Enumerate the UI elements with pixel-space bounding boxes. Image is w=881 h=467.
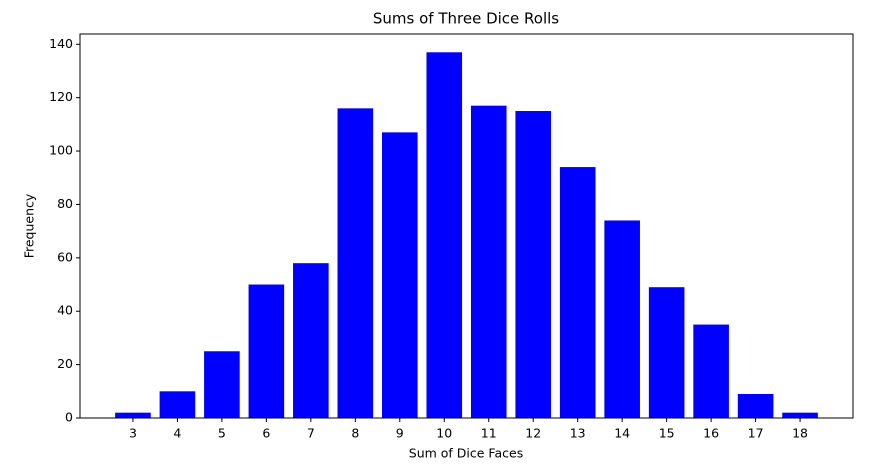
plot-frame (79, 33, 854, 419)
y-axis-label: Frequency (22, 193, 37, 258)
y-tick-label: 100 (49, 143, 73, 158)
x-tick-label: 17 (748, 426, 764, 441)
bar (470, 105, 507, 419)
x-tick-label: 7 (307, 426, 315, 441)
y-tick-label: 120 (49, 89, 73, 104)
bar (381, 132, 418, 418)
y-tick-label: 80 (57, 196, 73, 211)
x-tick-label: 8 (351, 426, 359, 441)
bar (426, 52, 463, 419)
x-tick-label: 13 (570, 426, 586, 441)
chart-title: Sums of Three Dice Rolls (373, 10, 559, 28)
x-tick-label: 14 (614, 426, 630, 441)
y-tick-label: 40 (57, 303, 73, 318)
x-tick-label: 3 (129, 426, 137, 441)
y-tick-label: 20 (57, 356, 73, 371)
x-axis-label: Sum of Dice Faces (409, 446, 523, 461)
y-tick-label: 0 (65, 410, 73, 425)
bar (604, 220, 640, 418)
x-tick-label: 5 (218, 426, 226, 441)
x-tick-label: 16 (703, 426, 719, 441)
y-tick-label: 60 (57, 249, 73, 264)
y-tick-label: 140 (49, 36, 73, 51)
bar (204, 351, 240, 418)
bar (782, 412, 818, 418)
bar (515, 111, 552, 419)
bar (737, 393, 774, 418)
x-tick-label: 15 (659, 426, 675, 441)
bar (159, 391, 196, 418)
x-tick-label: 6 (262, 426, 270, 441)
x-tick-label: 4 (173, 426, 181, 441)
bar (648, 287, 685, 418)
bar (559, 167, 596, 418)
bar (693, 324, 729, 418)
bar (115, 412, 151, 418)
x-tick-label: 10 (436, 426, 452, 441)
x-tick-label: 18 (792, 426, 808, 441)
bar (293, 263, 329, 418)
x-tick-label: 12 (525, 426, 541, 441)
x-tick-label: 9 (396, 426, 404, 441)
bar (337, 108, 374, 418)
bar (248, 284, 285, 418)
x-tick-label: 11 (481, 426, 497, 441)
